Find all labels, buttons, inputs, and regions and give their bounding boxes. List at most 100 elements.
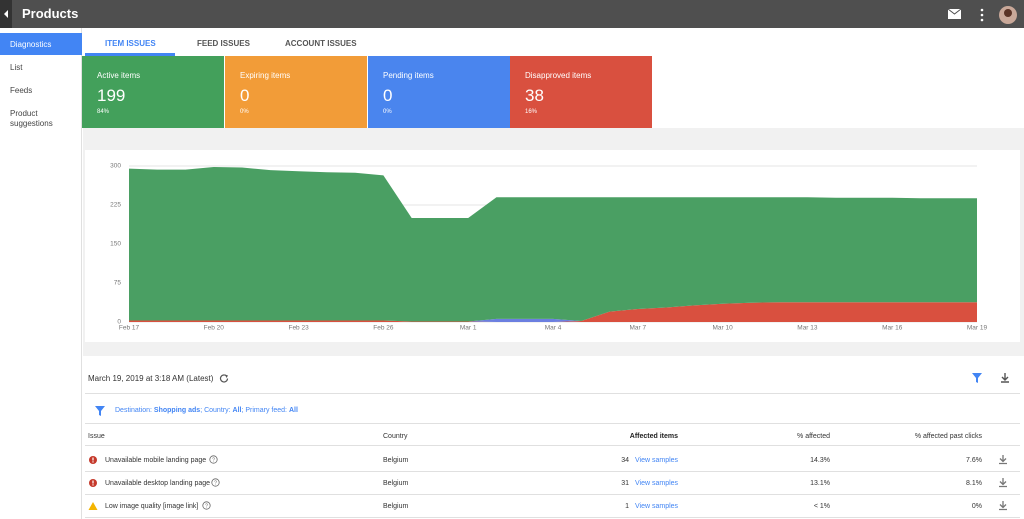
download-icon[interactable] [998,454,1008,465]
card-label: Expiring items [240,71,291,80]
x-tick-label: Mar 16 [882,325,903,332]
card-label: Pending items [383,71,434,80]
card-percent: 0% [240,109,249,115]
percent-past-clicks: 7.6% [966,457,982,464]
column-header[interactable]: Issue [88,433,105,440]
status-card[interactable]: Active items 199 84% [82,56,224,128]
view-samples[interactable]: View samples [635,503,679,510]
x-tick-label: Mar 1 [460,325,477,332]
filter-part: ; Primary feed: [241,407,287,414]
issue: Unavailable mobile landing page [105,457,207,464]
help-icon[interactable]: ? [202,501,211,510]
download-icon[interactable] [998,500,1008,511]
sidebar-selected [0,33,82,55]
percent-past-clicks: 8.1% [966,480,982,487]
filter-bar: Destination: Shopping ads; Country: All;… [85,398,1020,424]
severity-icon [89,456,97,464]
table-row[interactable]: Low image quality [image link] Belgium 1 Vi… [85,495,1020,518]
sidebar-item[interactable]: Diagnostics [10,40,52,49]
x-tick-label: Mar 10 [712,325,733,332]
top-icons[interactable] [946,6,1022,24]
card-value: 199 [97,86,126,105]
svg-text:?: ? [212,457,215,463]
x-tick-label: Feb 20 [204,325,225,332]
x-tick-label: Feb 17 [119,325,140,332]
top-bar: Products [0,0,1024,28]
x-tick-label: Mar 19 [967,325,988,332]
card-percent: 84% [97,109,110,115]
actions[interactable] [971,372,1011,384]
card-label: Active items [97,71,141,80]
column-header[interactable]: % affected [797,433,830,440]
table-row[interactable]: Unavailable desktop landing page Belgium 3… [85,472,1020,495]
filter-text[interactable]: Destination: Shopping ads; Country: All;… [115,407,298,414]
filter-part: Shopping ads [153,407,201,414]
summary-bar: March 19, 2019 at 3:18 AM (Latest) [85,366,1020,394]
filter-part: All [288,407,298,414]
view-samples[interactable]: View samples [635,480,679,487]
severity-icon [89,479,97,487]
filter-part: Destination: [115,407,152,414]
x-tick-label: Feb 23 [288,325,309,332]
status-card[interactable]: Pending items 0 0% [368,56,510,128]
card-value: 38 [525,86,544,105]
column-header[interactable]: % affected past clicks [914,433,982,440]
country: Belgium [383,457,409,464]
percent-affected: < 1% [813,503,830,510]
help-icon[interactable]: ? [211,478,220,487]
area [129,167,977,322]
tab[interactable]: ACCOUNT ISSUES [285,39,357,48]
sidebar: Diagnostics List Feeds Product suggestio… [0,28,82,519]
y-tick-label: 225 [110,202,121,209]
page-title: Products [22,6,79,21]
issue: Low image quality [image link] [105,503,199,510]
affected-items: 34 [621,457,629,464]
x-tick-label: Mar 4 [545,325,562,332]
country: Belgium [383,503,409,510]
x-tick-label: Mar 7 [629,325,646,332]
card-percent: 0% [383,109,392,115]
sidebar-item[interactable]: Product suggestions [10,109,53,128]
y-tick-label: 300 [110,163,121,170]
card-percent: 16% [525,109,538,115]
tab[interactable]: FEED ISSUES [197,39,250,48]
country: Belgium [383,480,409,487]
help-icon[interactable]: ? [209,455,218,464]
x-tick-label: Feb 26 [373,325,394,332]
percent-past-clicks: 0% [971,503,982,510]
filter-part: All [232,407,242,414]
table-header: Issue Country Affected items % affected % af… [85,428,1020,446]
card-value: 0 [383,86,393,105]
tab-indicator [85,53,175,56]
download-icon[interactable] [998,477,1008,488]
issue: Unavailable desktop landing page [105,480,211,487]
percent-affected: 14.3% [810,457,830,464]
card-label: Disapproved items [525,71,592,80]
severity-icon [88,502,98,510]
area [129,302,977,322]
column-header[interactable]: Affected items [629,433,678,440]
percent-affected: 13.1% [810,480,830,487]
chart: 0 75 150 225 300 Feb 17 Feb 20 Feb 23 Feb 26 Mar … [85,150,1020,342]
svg-text:?: ? [205,503,208,509]
status-card[interactable]: Expiring items 0 0% [225,56,367,128]
tab[interactable]: ITEM ISSUES [105,39,156,48]
affected-items: 31 [621,480,629,487]
column-header[interactable]: Country [383,433,408,440]
summary-date: March 19, 2019 at 3:18 AM (Latest) [88,374,214,383]
sidebar-item[interactable]: List [10,63,23,72]
view-samples[interactable]: View samples [635,457,679,464]
svg-text:?: ? [214,480,217,486]
sidebar-item[interactable]: Feeds [10,86,33,95]
card-value: 0 [240,86,250,105]
back-button[interactable] [0,0,12,28]
y-tick-label: 150 [110,241,121,248]
refresh-icon[interactable] [219,373,229,383]
affected-items: 1 [625,503,629,510]
table-row[interactable]: Unavailable mobile landing page Belgium 34… [85,449,1020,472]
y-tick-label: 0 [117,319,121,326]
status-card[interactable]: Disapproved items 38 16% [510,56,652,128]
filter-part: ; Country: [200,407,231,414]
y-tick-label: 75 [114,280,122,287]
